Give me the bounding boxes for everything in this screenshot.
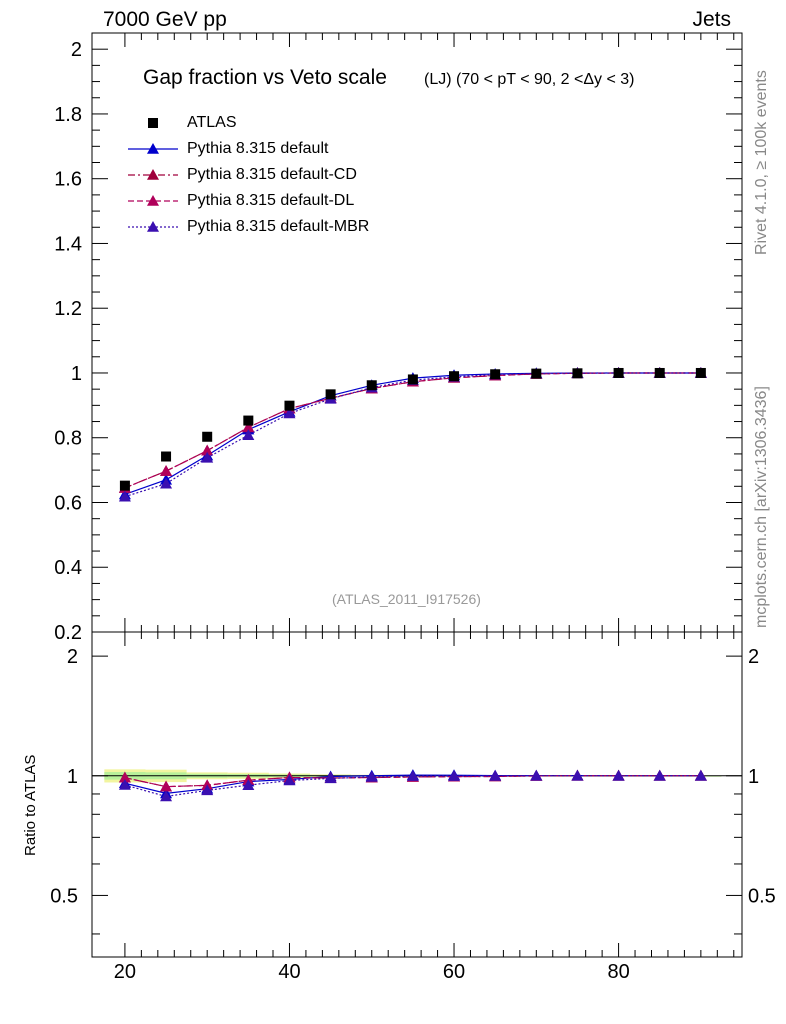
x-tick-label: 80 <box>607 961 629 983</box>
main-y-tick-label: 1.2 <box>54 298 82 320</box>
atlas-data-point <box>284 400 295 411</box>
legend-marker-2 <box>147 195 159 206</box>
series-ratio-marker <box>530 769 543 781</box>
atlas-data-point <box>243 415 254 426</box>
atlas-data-point <box>449 371 460 382</box>
series-ratio-marker <box>160 780 173 792</box>
chart-title: Gap fraction vs Veto scale <box>143 66 387 89</box>
series-ratio-marker <box>160 790 173 802</box>
atlas-data-point <box>613 367 624 378</box>
x-tick-label: 40 <box>278 961 300 983</box>
main-y-tick-label: 2 <box>71 39 82 61</box>
legend-symbol-atlas <box>148 118 158 128</box>
atlas-data-point <box>490 369 501 380</box>
series-ratio-marker <box>324 772 337 784</box>
ratio-y-tick-label: 1 <box>67 766 78 788</box>
series-ratio-marker <box>365 770 378 782</box>
legend-label-mbr: Pythia 8.315 default-MBR <box>187 218 370 235</box>
main-y-tick-label: 1 <box>71 363 82 385</box>
series-marker <box>160 465 173 476</box>
series-ratio-marker <box>571 769 584 781</box>
legend-marker-0 <box>147 143 159 154</box>
series-marker <box>160 477 173 489</box>
series-marker <box>201 451 214 463</box>
series-ratio-marker <box>118 771 131 783</box>
main-y-tick-label: 0.2 <box>54 622 82 644</box>
ratio-y-tick-label-right: 0.5 <box>748 885 776 907</box>
chart-subtitle: (LJ) (70 < pT < 90, 2 <Δy < 3) <box>424 71 635 88</box>
atlas-data-point <box>572 368 583 379</box>
atlas-data-point <box>654 367 665 378</box>
side-mcplots-label: mcplots.cern.ch [arXiv:1306.3436] <box>753 386 770 628</box>
header-energy: 7000 GeV pp <box>103 8 227 31</box>
series-ratio-marker <box>118 778 131 790</box>
series-0 <box>118 366 707 799</box>
main-y-tick-label: 0.6 <box>54 492 82 514</box>
main-y-tick-label: 0.8 <box>54 428 82 450</box>
legend-marker-3 <box>147 221 159 232</box>
legend-label-default: Pythia 8.315 default <box>187 140 329 157</box>
atlas-data-point <box>161 451 172 462</box>
series-1 <box>118 366 707 792</box>
atlas-data-point <box>407 374 418 385</box>
atlas-data-point <box>695 367 706 378</box>
x-tick-label: 60 <box>443 961 465 983</box>
ratio-y-tick-label-right: 1 <box>748 766 759 788</box>
ratio-y-tick-label: 0.5 <box>50 885 78 907</box>
ratio-frame <box>91 631 743 958</box>
x-tick-label: 20 <box>114 961 136 983</box>
series-line-main <box>124 372 701 489</box>
legend-marker-1 <box>147 169 159 180</box>
series-ratio-marker <box>448 770 461 781</box>
atlas-data-point <box>202 431 213 442</box>
main-y-tick-label: 1.8 <box>54 104 82 126</box>
main-y-tick-label: 1.4 <box>54 233 82 255</box>
series-ratio-marker <box>283 774 296 786</box>
series-ratio-marker <box>653 769 666 781</box>
ratio-y-axis-label: Ratio to ATLAS <box>22 754 39 856</box>
ratio-y-tick-label-right: 2 <box>748 646 759 668</box>
atlas-data-point <box>366 380 377 391</box>
atlas-data-point <box>119 480 130 491</box>
legend-label-cd: Pythia 8.315 default-CD <box>187 166 357 183</box>
atlas-data-point <box>531 368 542 379</box>
series-ratio-marker <box>489 769 502 781</box>
atlas-data-point <box>325 389 336 400</box>
series-ratio-marker <box>242 779 255 790</box>
header-process: Jets <box>692 8 731 31</box>
axes: 20 40 60 80 0.2 0.4 0.6 0.8 1 1.2 1.4 1.6 1.8 2 0.5 0.5… <box>50 32 776 983</box>
side-rivet-label: Rivet 4.1.0, ≥ 100k events <box>753 70 770 255</box>
series-ratio-marker <box>612 769 625 781</box>
series-ratio-marker <box>694 769 707 781</box>
series-marker <box>201 444 214 456</box>
legend-label-dl: Pythia 8.315 default-DL <box>187 192 355 209</box>
legend-label-atlas: ATLAS <box>187 114 237 131</box>
main-y-tick-label: 1.6 <box>54 169 82 191</box>
ratio-y-tick-label: 2 <box>67 646 78 668</box>
series-ratio-marker <box>201 784 214 796</box>
series-layer <box>118 366 707 802</box>
series-marker <box>118 490 131 502</box>
series-marker <box>283 407 296 419</box>
legend <box>128 118 178 232</box>
series-line-main <box>124 372 701 489</box>
series-marker <box>242 421 255 433</box>
series-2 <box>118 366 707 792</box>
atlas-data <box>119 367 706 491</box>
main-y-tick-label: 0.4 <box>54 557 82 579</box>
series-marker <box>242 429 255 440</box>
analysis-tag: (ATLAS_2011_I917526) <box>332 591 481 607</box>
series-ratio-marker <box>406 770 419 781</box>
